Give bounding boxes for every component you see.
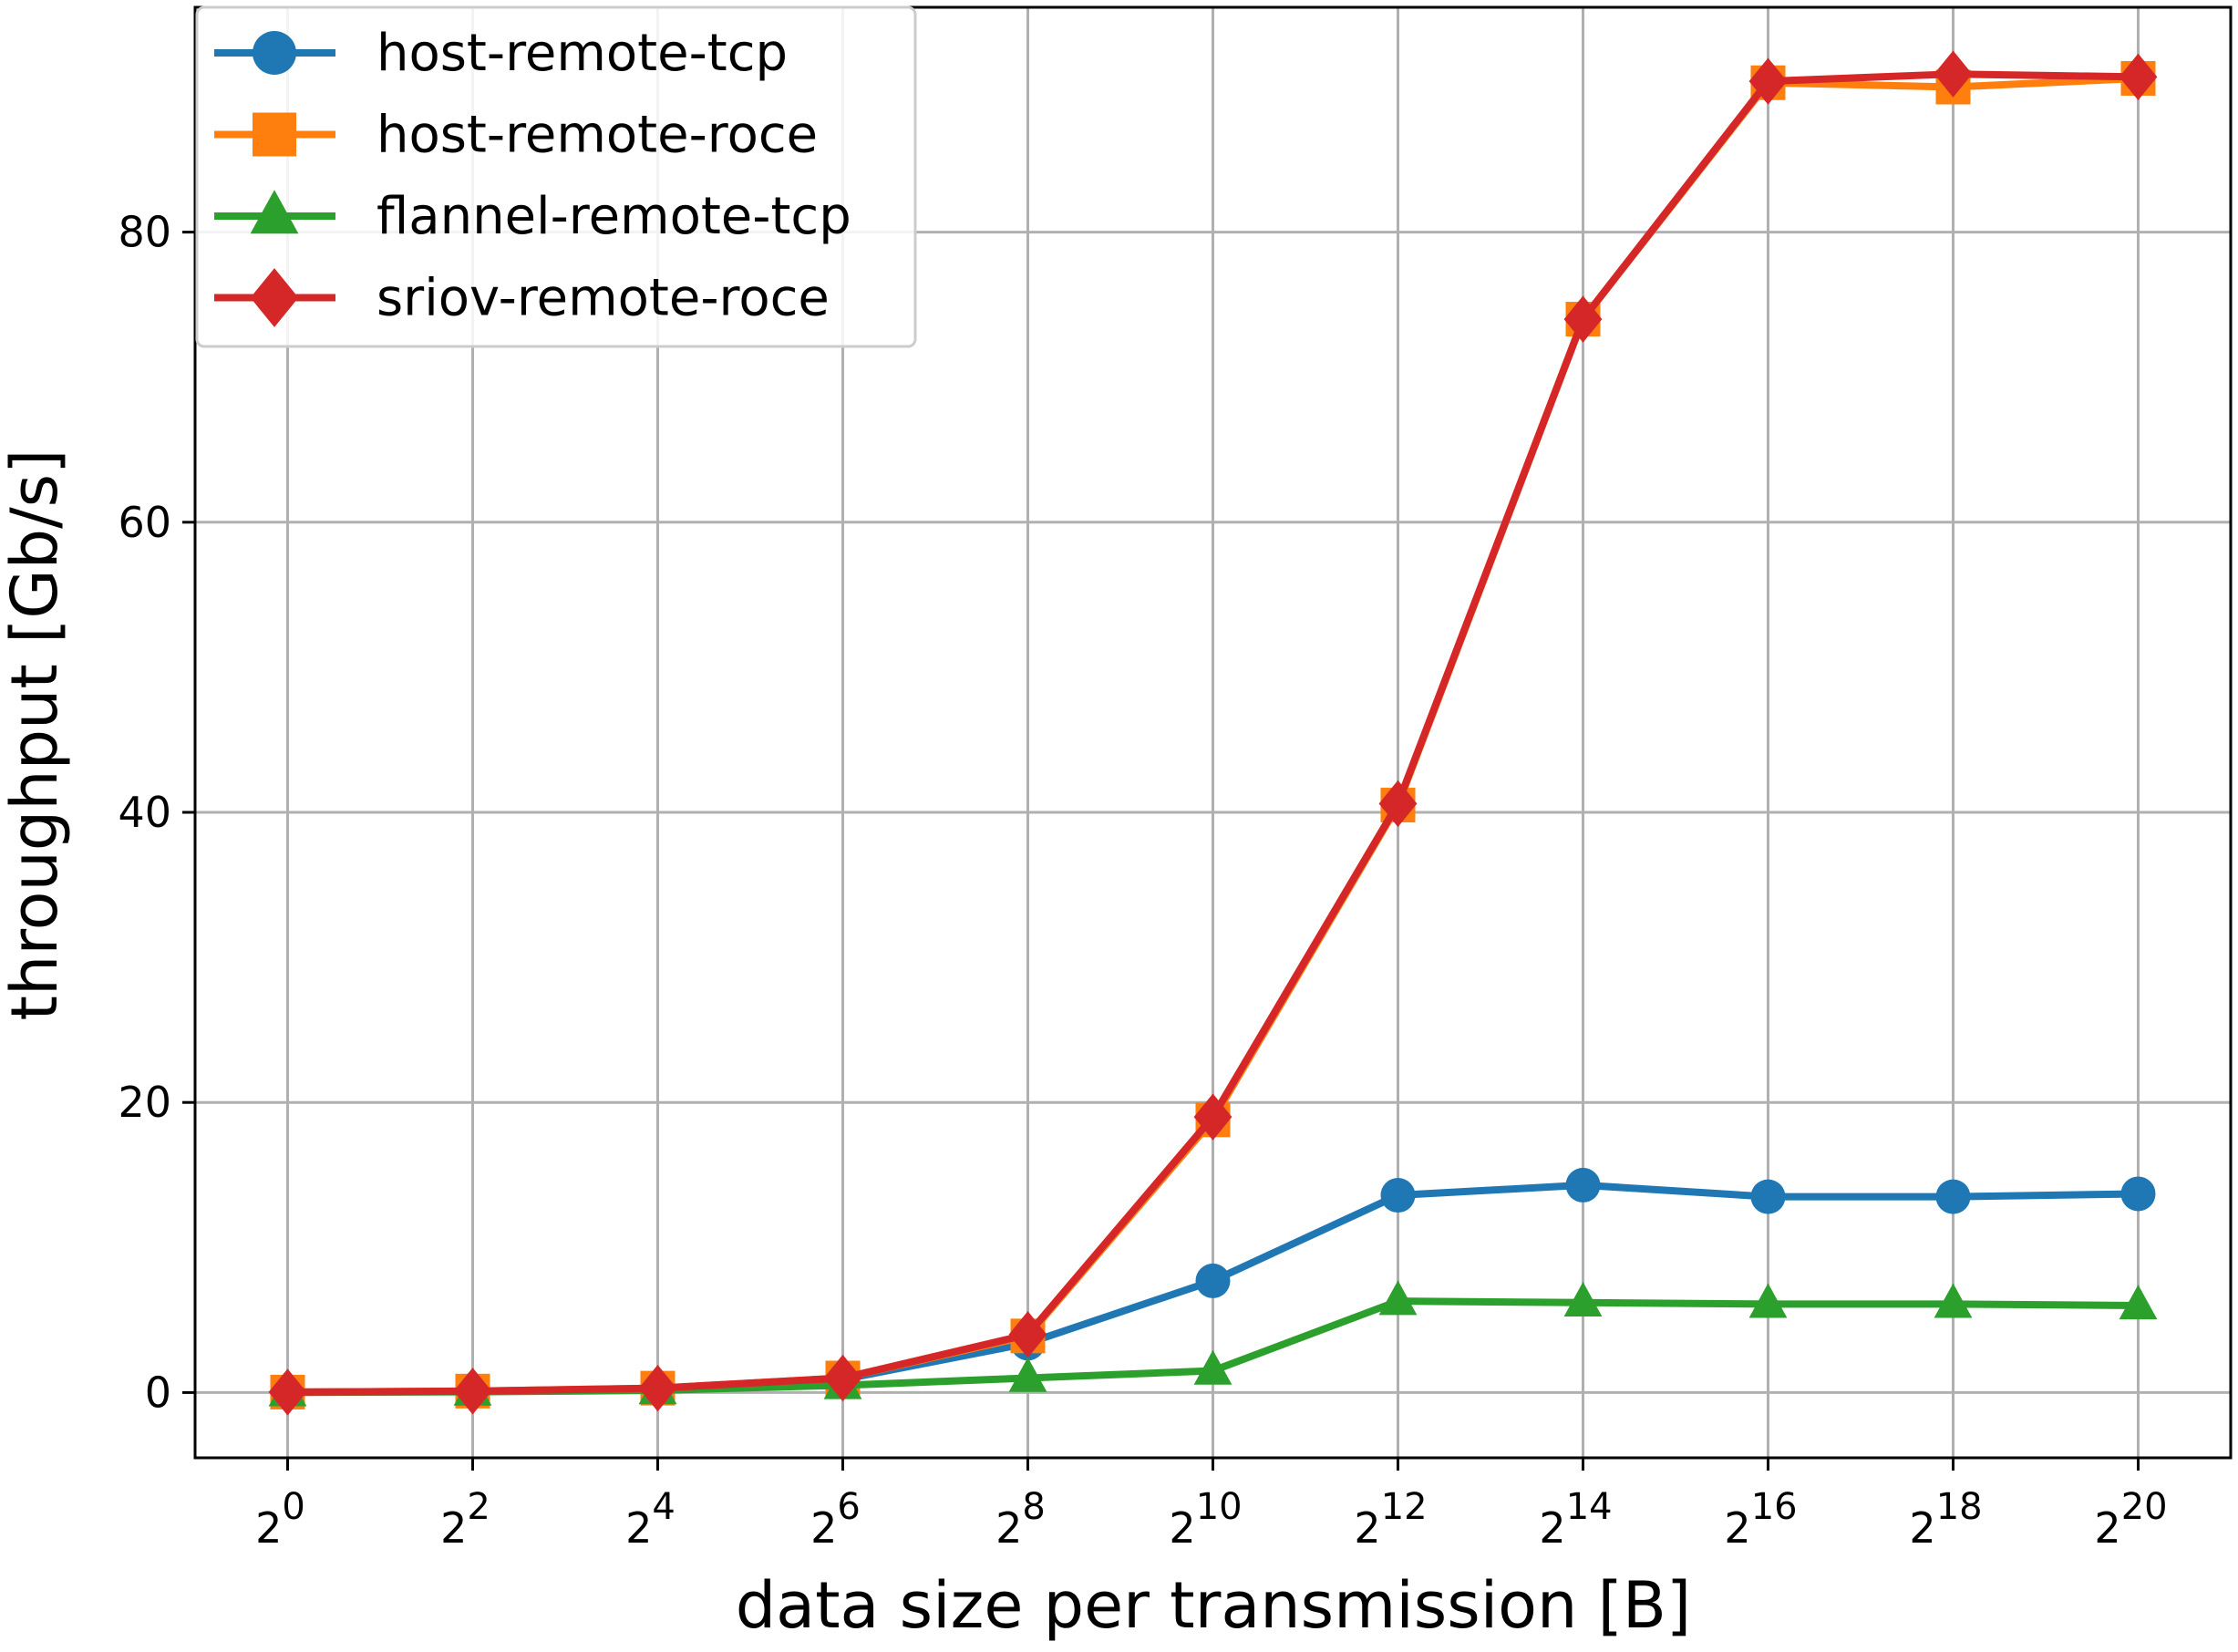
x-tick-label: 26 — [810, 1486, 861, 1553]
triangle-marker — [250, 190, 299, 234]
circle-marker — [1380, 1178, 1416, 1213]
legend-item: flannel-remote-tcp — [214, 187, 851, 246]
diamond-marker — [823, 1354, 862, 1402]
circle-marker — [1565, 1167, 1601, 1203]
ticks: 20 22 24 26 28 210 212 214 216 218 220 0 20 40 60 80 — [118, 208, 2167, 1553]
series-layer — [268, 50, 2158, 1416]
legend-item: host-remote-roce — [214, 106, 818, 165]
triangle-marker — [1934, 1283, 1973, 1318]
triangle-marker — [1193, 1349, 1232, 1385]
x-tick-label: 214 — [1539, 1486, 1612, 1553]
y-tick-label: 60 — [118, 498, 171, 547]
x-tick-label: 28 — [995, 1486, 1046, 1553]
x-tick-label: 20 — [255, 1486, 305, 1553]
legend-label: host-remote-roce — [376, 106, 818, 165]
x-tick-label: 24 — [625, 1486, 676, 1553]
diamond-marker — [1378, 780, 1418, 828]
circle-marker — [1750, 1179, 1786, 1214]
circle-marker — [1195, 1263, 1231, 1298]
diamond-marker — [268, 1368, 307, 1416]
diamond-marker — [1008, 1311, 1047, 1358]
diamond-marker — [1193, 1093, 1232, 1141]
diamond-marker — [1748, 57, 1788, 105]
legend-label: flannel-remote-tcp — [376, 187, 851, 246]
diamond-marker — [638, 1364, 677, 1412]
circle-marker — [1935, 1179, 1971, 1214]
legend-box — [195, 5, 917, 348]
square-marker — [253, 112, 296, 157]
x-tick-label: 218 — [1909, 1486, 1982, 1553]
legend-label: sriov-remote-roce — [376, 269, 830, 328]
diamond-marker — [453, 1368, 492, 1415]
triangle-marker — [2119, 1285, 2158, 1320]
diamond-marker — [250, 268, 299, 327]
x-tick-label: 22 — [440, 1486, 490, 1553]
x-tick-label: 212 — [1354, 1486, 1427, 1553]
triangle-marker — [1748, 1283, 1788, 1318]
triangle-marker — [1563, 1281, 1603, 1316]
y-tick-label: 0 — [145, 1368, 171, 1417]
triangle-marker — [1378, 1280, 1418, 1316]
diamond-marker — [1563, 295, 1603, 343]
y-tick-label: 80 — [118, 208, 171, 257]
circle-marker — [2120, 1176, 2156, 1212]
legend-item: sriov-remote-roce — [214, 268, 830, 328]
circle-marker — [253, 31, 296, 75]
triangle-marker — [1008, 1357, 1047, 1392]
diamond-marker — [1934, 50, 1973, 98]
x-tick-label: 216 — [1724, 1486, 1797, 1553]
legend-item: host-remote-tcp — [214, 24, 788, 83]
diamond-marker — [2119, 53, 2158, 101]
y-tick-label: 40 — [118, 788, 171, 837]
series-sriov-remote-roce — [268, 50, 2158, 1416]
x-tick-label: 210 — [1169, 1486, 1242, 1553]
x-axis-label: data size per transmission [B] — [736, 1568, 1692, 1643]
legend-label: host-remote-tcp — [376, 24, 788, 83]
legend: host-remote-tcp host-remote-roce flannel-r… — [195, 5, 917, 348]
x-tick-label: 220 — [2094, 1486, 2167, 1553]
y-tick-label: 20 — [118, 1078, 171, 1127]
y-axis-label: throughput [Gb/s] — [0, 449, 72, 1021]
